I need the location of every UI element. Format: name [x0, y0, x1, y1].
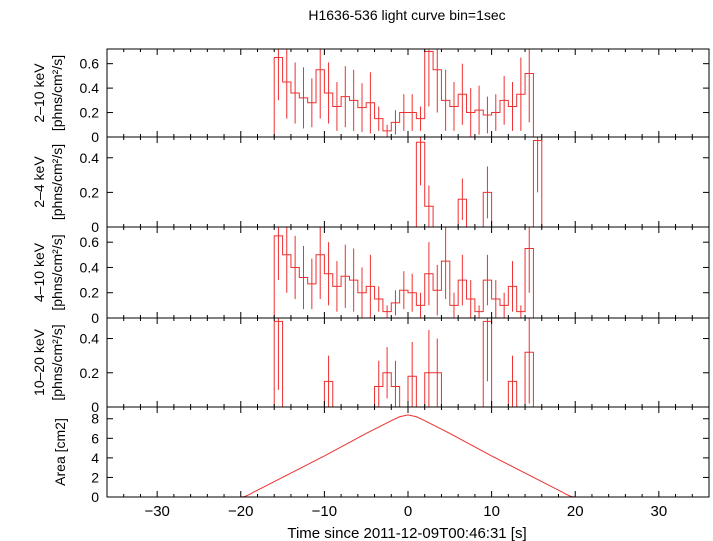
y-axis-label: 10–20 keV [phns/cm²/s]	[31, 324, 65, 400]
y-tick-label: 0.6	[80, 56, 100, 72]
panels-group: 00.20.40.62–10 keV [phns/cm²/s]00.20.42–4…	[31, 48, 710, 520]
area-curve	[107, 414, 709, 497]
x-tick-label: −20	[228, 503, 253, 520]
chart-title: H1636-536 light curve bin=1sec	[308, 7, 505, 23]
y-tick-label: 6	[91, 430, 99, 446]
y-tick-label: 0.2	[80, 285, 100, 301]
histogram-line	[107, 139, 709, 227]
y-axis-label-line: [phns/cm²/s]	[49, 324, 65, 400]
y-tick-label: 4	[91, 450, 99, 466]
panel-frame	[106, 136, 710, 228]
histogram-line	[107, 235, 709, 318]
data-series	[107, 318, 709, 407]
data-series	[107, 414, 709, 497]
y-tick-label: 0.4	[80, 259, 100, 275]
x-axis-label: Time since 2011-12-09T00:46:31 [s]	[287, 525, 526, 541]
y-axis-label-line: [phns/cm²/s]	[49, 55, 65, 131]
y-tick-label: 0.2	[80, 184, 100, 200]
y-tick-label: 0.2	[80, 105, 100, 121]
y-tick-label: 0	[91, 399, 99, 415]
y-axis-label-line: 4–10 keV	[31, 242, 47, 302]
x-tick-label: 30	[650, 503, 667, 520]
y-axis-label: Area [cm2]	[52, 418, 68, 486]
y-axis-label: 4–10 keV [phns/cm²/s]	[31, 234, 65, 310]
data-series	[107, 227, 709, 318]
x-tick-label: 10	[483, 503, 500, 520]
data-series	[107, 49, 709, 137]
y-axis-label: 2–10 keV [phns/cm²/s]	[31, 55, 65, 131]
y-axis-label-line: [phns/cm²/s]	[49, 144, 65, 220]
y-tick-label: 0.2	[80, 365, 100, 381]
y-axis-label-line: 2–10 keV	[31, 63, 47, 123]
panel-5: 0 2 4 6 8 −30 −20 −10 0 10 20 30 Area [cm2]	[52, 406, 710, 520]
x-tick-label: −10	[312, 503, 337, 520]
y-axis-label-line: [phns/cm²/s]	[49, 234, 65, 310]
y-tick-label: 0	[91, 489, 99, 505]
y-tick-label: 0	[91, 310, 99, 326]
histogram-line	[107, 50, 709, 137]
y-tick-label: 2	[91, 469, 99, 485]
panel-1: 0 0.2 0.4 0.6 2–10 keV [phns/cm²/s]	[31, 48, 710, 145]
y-axis-label: 2–4 keV [phns/cm²/s]	[31, 144, 65, 220]
x-tick-label: 0	[404, 503, 412, 520]
panel-3: 0 0.2 0.4 0.6 4–10 keV [phns/cm²/s]	[31, 226, 710, 326]
y-tick-label: 8	[91, 411, 99, 427]
panel-frame	[106, 48, 710, 138]
y-axis-label-line: 2–4 keV	[31, 156, 47, 208]
y-tick-label: 0	[91, 129, 99, 145]
panel-frame	[106, 226, 710, 319]
y-tick-label: 0	[91, 219, 99, 235]
histogram-line	[107, 320, 709, 407]
data-series	[107, 137, 709, 227]
y-tick-label: 0.4	[80, 80, 100, 96]
x-tick-label: −30	[144, 503, 169, 520]
panel-2: 0 0.2 0.4 2–4 keV [phns/cm²/s]	[31, 136, 710, 235]
y-axis-label-line: 10–20 keV	[31, 328, 47, 396]
x-tick-label: 20	[567, 503, 584, 520]
panel-frame	[106, 406, 710, 498]
y-axis-label-line: Area [cm2]	[52, 418, 68, 486]
y-tick-label: 0.6	[80, 234, 100, 250]
y-tick-label: 0.4	[80, 331, 100, 347]
y-tick-label: 0.4	[80, 150, 100, 166]
